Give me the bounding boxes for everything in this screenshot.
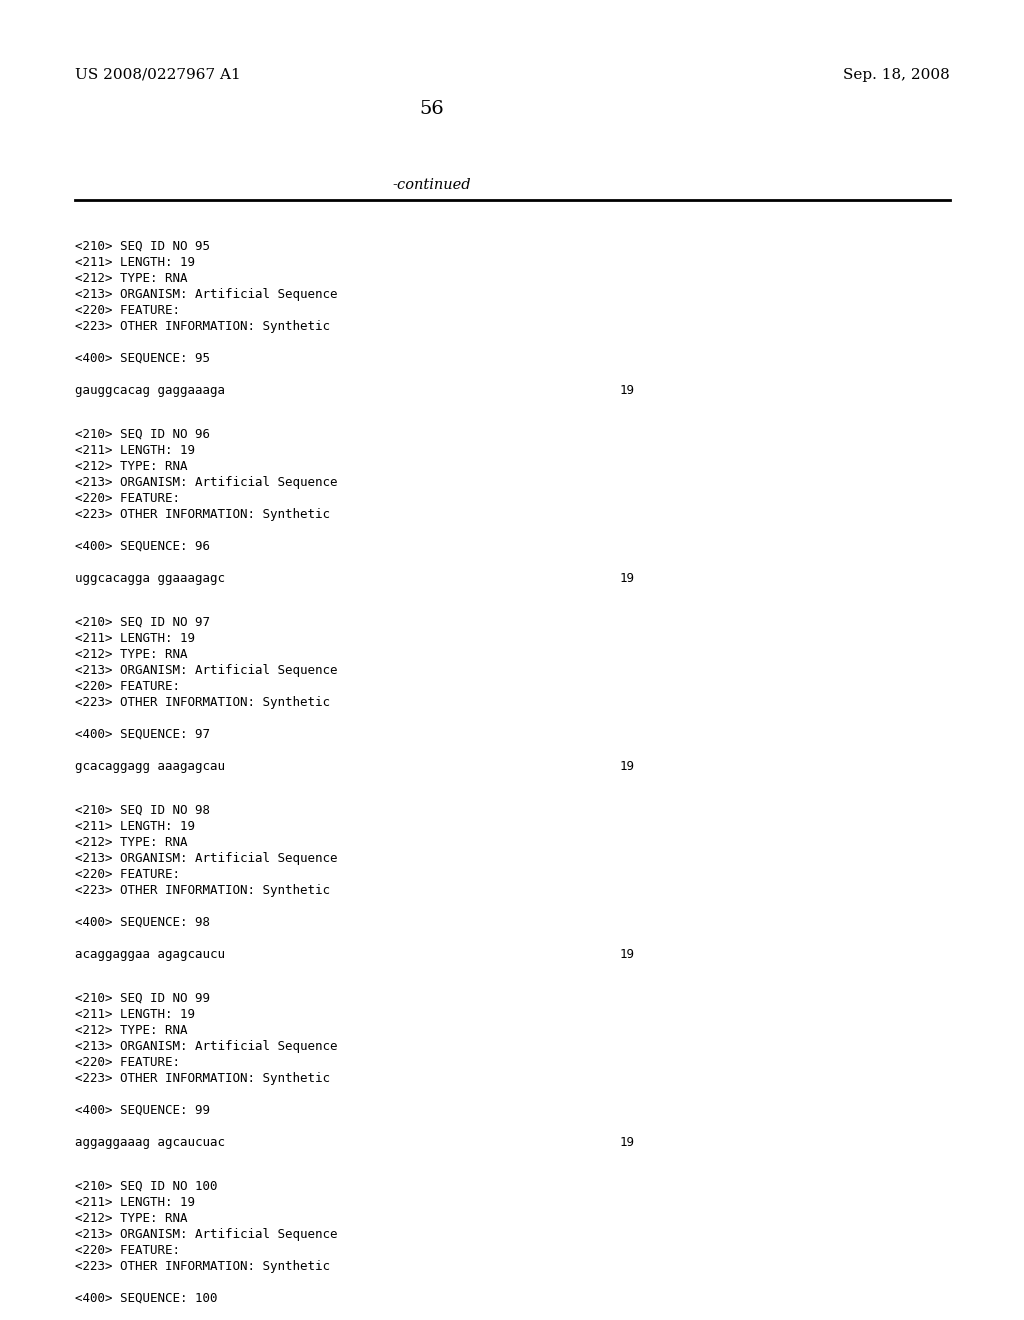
Text: 19: 19 <box>620 572 635 585</box>
Text: acaggaggaa agagcaucu: acaggaggaa agagcaucu <box>75 948 225 961</box>
Text: <223> OTHER INFORMATION: Synthetic: <223> OTHER INFORMATION: Synthetic <box>75 884 330 898</box>
Text: <220> FEATURE:: <220> FEATURE: <box>75 680 180 693</box>
Text: <400> SEQUENCE: 100: <400> SEQUENCE: 100 <box>75 1292 217 1305</box>
Text: <213> ORGANISM: Artificial Sequence: <213> ORGANISM: Artificial Sequence <box>75 1040 338 1053</box>
Text: 19: 19 <box>620 948 635 961</box>
Text: <223> OTHER INFORMATION: Synthetic: <223> OTHER INFORMATION: Synthetic <box>75 1072 330 1085</box>
Text: gauggcacag gaggaaaga: gauggcacag gaggaaaga <box>75 384 225 397</box>
Text: <210> SEQ ID NO 96: <210> SEQ ID NO 96 <box>75 428 210 441</box>
Text: <223> OTHER INFORMATION: Synthetic: <223> OTHER INFORMATION: Synthetic <box>75 319 330 333</box>
Text: Sep. 18, 2008: Sep. 18, 2008 <box>843 69 950 82</box>
Text: <210> SEQ ID NO 97: <210> SEQ ID NO 97 <box>75 616 210 630</box>
Text: <212> TYPE: RNA: <212> TYPE: RNA <box>75 836 187 849</box>
Text: <210> SEQ ID NO 95: <210> SEQ ID NO 95 <box>75 240 210 253</box>
Text: <400> SEQUENCE: 95: <400> SEQUENCE: 95 <box>75 352 210 366</box>
Text: aggaggaaag agcaucuac: aggaggaaag agcaucuac <box>75 1137 225 1148</box>
Text: <223> OTHER INFORMATION: Synthetic: <223> OTHER INFORMATION: Synthetic <box>75 1261 330 1272</box>
Text: <212> TYPE: RNA: <212> TYPE: RNA <box>75 1024 187 1038</box>
Text: 19: 19 <box>620 384 635 397</box>
Text: <211> LENGTH: 19: <211> LENGTH: 19 <box>75 820 195 833</box>
Text: <400> SEQUENCE: 96: <400> SEQUENCE: 96 <box>75 540 210 553</box>
Text: <400> SEQUENCE: 97: <400> SEQUENCE: 97 <box>75 729 210 741</box>
Text: <223> OTHER INFORMATION: Synthetic: <223> OTHER INFORMATION: Synthetic <box>75 696 330 709</box>
Text: <210> SEQ ID NO 100: <210> SEQ ID NO 100 <box>75 1180 217 1193</box>
Text: <220> FEATURE:: <220> FEATURE: <box>75 1056 180 1069</box>
Text: gcacaggagg aaagagcau: gcacaggagg aaagagcau <box>75 760 225 774</box>
Text: <213> ORGANISM: Artificial Sequence: <213> ORGANISM: Artificial Sequence <box>75 288 338 301</box>
Text: -continued: -continued <box>392 178 471 191</box>
Text: <211> LENGTH: 19: <211> LENGTH: 19 <box>75 444 195 457</box>
Text: <223> OTHER INFORMATION: Synthetic: <223> OTHER INFORMATION: Synthetic <box>75 508 330 521</box>
Text: <213> ORGANISM: Artificial Sequence: <213> ORGANISM: Artificial Sequence <box>75 477 338 488</box>
Text: <400> SEQUENCE: 98: <400> SEQUENCE: 98 <box>75 916 210 929</box>
Text: <212> TYPE: RNA: <212> TYPE: RNA <box>75 459 187 473</box>
Text: <213> ORGANISM: Artificial Sequence: <213> ORGANISM: Artificial Sequence <box>75 1228 338 1241</box>
Text: <212> TYPE: RNA: <212> TYPE: RNA <box>75 272 187 285</box>
Text: <211> LENGTH: 19: <211> LENGTH: 19 <box>75 632 195 645</box>
Text: US 2008/0227967 A1: US 2008/0227967 A1 <box>75 69 241 82</box>
Text: <210> SEQ ID NO 98: <210> SEQ ID NO 98 <box>75 804 210 817</box>
Text: <211> LENGTH: 19: <211> LENGTH: 19 <box>75 256 195 269</box>
Text: 19: 19 <box>620 760 635 774</box>
Text: 19: 19 <box>620 1137 635 1148</box>
Text: uggcacagga ggaaagagc: uggcacagga ggaaagagc <box>75 572 225 585</box>
Text: <211> LENGTH: 19: <211> LENGTH: 19 <box>75 1196 195 1209</box>
Text: <220> FEATURE:: <220> FEATURE: <box>75 304 180 317</box>
Text: <400> SEQUENCE: 99: <400> SEQUENCE: 99 <box>75 1104 210 1117</box>
Text: <213> ORGANISM: Artificial Sequence: <213> ORGANISM: Artificial Sequence <box>75 664 338 677</box>
Text: <213> ORGANISM: Artificial Sequence: <213> ORGANISM: Artificial Sequence <box>75 851 338 865</box>
Text: <212> TYPE: RNA: <212> TYPE: RNA <box>75 1212 187 1225</box>
Text: <212> TYPE: RNA: <212> TYPE: RNA <box>75 648 187 661</box>
Text: <210> SEQ ID NO 99: <210> SEQ ID NO 99 <box>75 993 210 1005</box>
Text: <220> FEATURE:: <220> FEATURE: <box>75 1243 180 1257</box>
Text: <211> LENGTH: 19: <211> LENGTH: 19 <box>75 1008 195 1020</box>
Text: <220> FEATURE:: <220> FEATURE: <box>75 869 180 880</box>
Text: 56: 56 <box>420 100 444 117</box>
Text: <220> FEATURE:: <220> FEATURE: <box>75 492 180 506</box>
